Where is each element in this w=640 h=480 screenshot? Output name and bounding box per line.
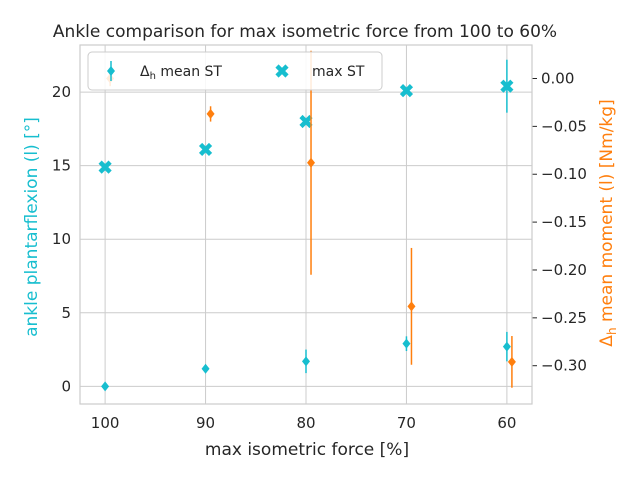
grid: [80, 45, 532, 404]
y-tick-label-right: −0.10: [541, 165, 587, 183]
x-axis-label: max isometric force [%]: [205, 440, 409, 460]
y-tick-label-right: −0.30: [541, 357, 587, 375]
y-tick-label-right: −0.15: [541, 213, 587, 231]
data-point: [407, 301, 416, 312]
y-axis-label-left: ankle plantarflexion (l) [°]: [22, 117, 42, 337]
y-tick-label-left: 10: [52, 230, 71, 248]
data-point: [101, 381, 110, 392]
y-axis-label-right-rest: mean moment (l) [Nm/kg]: [597, 99, 617, 327]
data-point: [502, 341, 511, 352]
data-point: [307, 157, 316, 168]
x-tick-label: 60: [497, 414, 516, 432]
y-tick-label-left: 20: [52, 83, 71, 101]
chart-title: Ankle comparison for max isometric force…: [53, 22, 557, 42]
x-tick-label: 80: [296, 414, 315, 432]
data-point: [299, 114, 313, 129]
data-point: [399, 84, 414, 98]
data-point: [198, 142, 213, 157]
data-point: [500, 79, 514, 93]
legend-label: max ST: [312, 64, 365, 80]
data-point: [507, 356, 516, 367]
data-marks: [98, 50, 516, 392]
y-tick-label-right: −0.25: [541, 309, 587, 327]
data-point: [201, 363, 210, 374]
legend-box: [87, 51, 383, 91]
x-tick-label: 100: [91, 414, 120, 432]
y-tick-label-right: −0.05: [541, 117, 587, 135]
y-tick-label-left: 5: [61, 304, 71, 322]
plot-frame: [79, 44, 533, 405]
y-tick-label-right: −0.20: [541, 261, 587, 279]
legend: Δh mean ST max ST: [87, 51, 383, 91]
data-point: [206, 108, 215, 119]
data-point: [302, 356, 310, 367]
y-tick-label-left: 0: [61, 377, 71, 395]
data-point: [402, 338, 411, 349]
y-axis-label-right: Δh mean moment (l) [Nm/kg]: [597, 99, 619, 346]
axes: 100 90 80 70 60 0 5 10 15 20 0.00 −0.05 −0.10 −0.15 −0…: [52, 44, 587, 432]
legend-label: Δh mean ST: [140, 64, 222, 82]
y-tick-label-right: 0.00: [541, 70, 574, 88]
legend-marker: [275, 64, 289, 78]
y-tick-label-left: 15: [52, 157, 71, 175]
x-tick-label: 70: [397, 414, 416, 432]
y-axis-label-right-sub: h: [605, 327, 619, 335]
y-axis-label-right-prefix: Δ: [597, 335, 617, 347]
data-point: [98, 160, 112, 174]
legend-marker: [107, 66, 115, 76]
x-tick-label: 90: [196, 414, 215, 432]
